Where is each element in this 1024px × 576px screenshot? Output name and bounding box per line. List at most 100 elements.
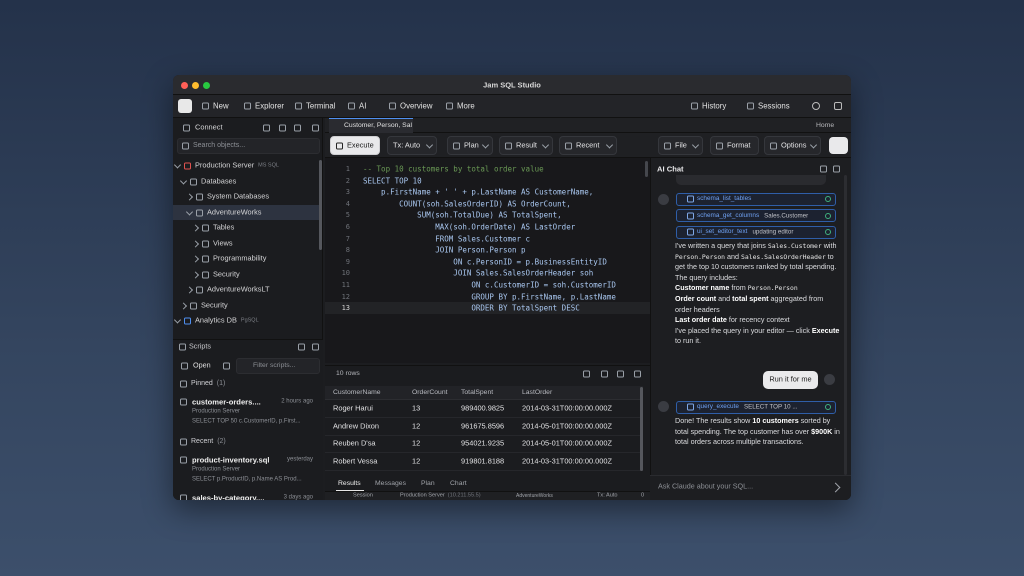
home-button[interactable]	[178, 99, 192, 113]
icon	[182, 142, 189, 150]
tree-item[interactable]: Programmability	[213, 253, 267, 263]
result-cell: 2014-03-31T00:00:00.000Z	[522, 403, 612, 413]
tree-item[interactable]: Production Server	[195, 160, 255, 170]
tree-item[interactable]: Security	[201, 300, 228, 310]
toolbar-label: Result	[516, 140, 537, 150]
tree-item[interactable]: Security	[213, 269, 240, 279]
code-line: GROUP BY p.FirstName, p.LastName	[363, 292, 616, 302]
chat-input[interactable]	[650, 475, 851, 500]
script-name[interactable]: product-inventory.sql	[192, 455, 270, 465]
toolbar-button[interactable]	[330, 136, 380, 155]
line-number: 8	[345, 245, 350, 254]
settings-button[interactable]	[834, 102, 842, 110]
icon	[565, 142, 572, 149]
open-button[interactable]: Open	[193, 360, 211, 370]
result-cell: 13	[412, 403, 421, 413]
toolbar-button[interactable]	[559, 136, 617, 155]
result-tab[interactable]: Chart	[450, 479, 467, 487]
menu-item[interactable]: Sessions	[758, 101, 790, 111]
code-line: p.FirstName + ' ' + p.LastName AS Custom…	[363, 187, 594, 197]
result-tab[interactable]: Plan	[421, 479, 435, 487]
script-name[interactable]: customer-orders....	[192, 397, 261, 407]
result-row	[325, 436, 643, 454]
menu-item[interactable]: New	[213, 101, 229, 111]
home-link[interactable]: Home	[816, 121, 835, 129]
status-session: Session	[353, 492, 373, 499]
result-cell: 989400.9825	[461, 403, 505, 413]
line-number: 1	[345, 164, 350, 173]
line-number: 5	[345, 211, 350, 220]
line-number: 10	[341, 269, 350, 278]
toolbar-button[interactable]	[658, 136, 703, 155]
assistant-avatar	[658, 194, 669, 205]
server-badge: MS SQL	[258, 162, 279, 169]
chat-toggle[interactable]	[829, 137, 848, 154]
search-box[interactable]	[177, 138, 320, 154]
filter-input[interactable]: Filter scripts...	[253, 361, 296, 369]
minimize-button[interactable]	[192, 82, 199, 89]
icon	[202, 255, 209, 263]
status-server: Production Server	[400, 492, 445, 499]
text-run: I've written a query that joins	[675, 241, 768, 250]
toolbar-button[interactable]	[447, 136, 493, 155]
result-cell: Roger Harui	[333, 403, 373, 413]
status-database: AdventureWorks	[516, 493, 553, 499]
icon	[180, 380, 187, 388]
zoom-button[interactable]	[203, 82, 210, 89]
icon	[312, 343, 319, 351]
text-run: and	[716, 293, 733, 303]
menu-item[interactable]: Overview	[400, 101, 433, 111]
script-name[interactable]: sales-by-category....	[192, 493, 265, 500]
assistant-avatar	[658, 401, 669, 412]
result-cell: 954021.9235	[461, 438, 505, 448]
tree-item[interactable]: Tables	[213, 222, 235, 232]
tool-detail: SELECT TOP 10 ...	[743, 403, 798, 411]
line-number: 7	[345, 234, 350, 243]
menu-item[interactable]: More	[457, 101, 475, 111]
menu-item[interactable]: History	[702, 101, 727, 111]
tree-item[interactable]: Databases	[201, 176, 237, 186]
toolbar-button[interactable]	[710, 136, 759, 155]
code-line: MAX(soh.OrderDate) AS LastOrder	[363, 222, 576, 232]
paragraph: Last order date for recency context	[675, 315, 841, 326]
icon	[184, 317, 191, 325]
menu-item[interactable]: Explorer	[255, 101, 285, 111]
editor-tab[interactable]	[329, 118, 413, 133]
tool-detail: updating editor	[752, 228, 794, 236]
menu-item[interactable]: AI	[359, 101, 367, 111]
result-tab[interactable]: Messages	[375, 479, 406, 487]
filter-box[interactable]	[236, 358, 320, 374]
connect-button[interactable]: Connect	[195, 122, 223, 132]
icon	[298, 343, 305, 351]
tool-call	[676, 400, 836, 414]
icon	[244, 102, 251, 110]
row-count: 10 rows	[336, 369, 360, 377]
result-tab[interactable]: Results	[338, 479, 361, 487]
tree-item[interactable]: Analytics DB	[195, 315, 237, 325]
toolbar-button[interactable]	[387, 136, 437, 155]
line-number: 9	[345, 257, 350, 266]
status-host: (10.211.55.5)	[447, 492, 481, 499]
icon	[180, 456, 187, 464]
chat-input-placeholder[interactable]: Ask Claude about your SQL...	[658, 481, 754, 491]
icon	[691, 102, 698, 110]
search-input[interactable]: Search objects...	[193, 141, 246, 149]
results-header	[325, 386, 643, 400]
tree-item[interactable]: AdventureWorksLT	[207, 284, 270, 294]
tab-title: Customer, Person, Sal	[344, 121, 412, 129]
paragraph: Order count and total spent aggregated f…	[675, 294, 841, 315]
tool-name: schema_get_columns	[697, 211, 760, 219]
close-button[interactable]	[181, 82, 188, 89]
icon	[202, 240, 209, 247]
icon	[279, 124, 286, 132]
script-server: Production Server	[192, 466, 241, 473]
tree-item[interactable]: System Databases	[207, 191, 270, 201]
toolbar-label: Format	[727, 140, 751, 150]
tree-item[interactable]: AdventureWorks	[207, 207, 262, 217]
toolbar-button[interactable]	[764, 136, 821, 155]
toolbar-button[interactable]	[499, 136, 553, 155]
help-button[interactable]	[812, 102, 820, 110]
icon	[295, 102, 302, 110]
tree-item[interactable]: Views	[213, 238, 233, 248]
menu-item[interactable]: Terminal	[306, 101, 336, 111]
